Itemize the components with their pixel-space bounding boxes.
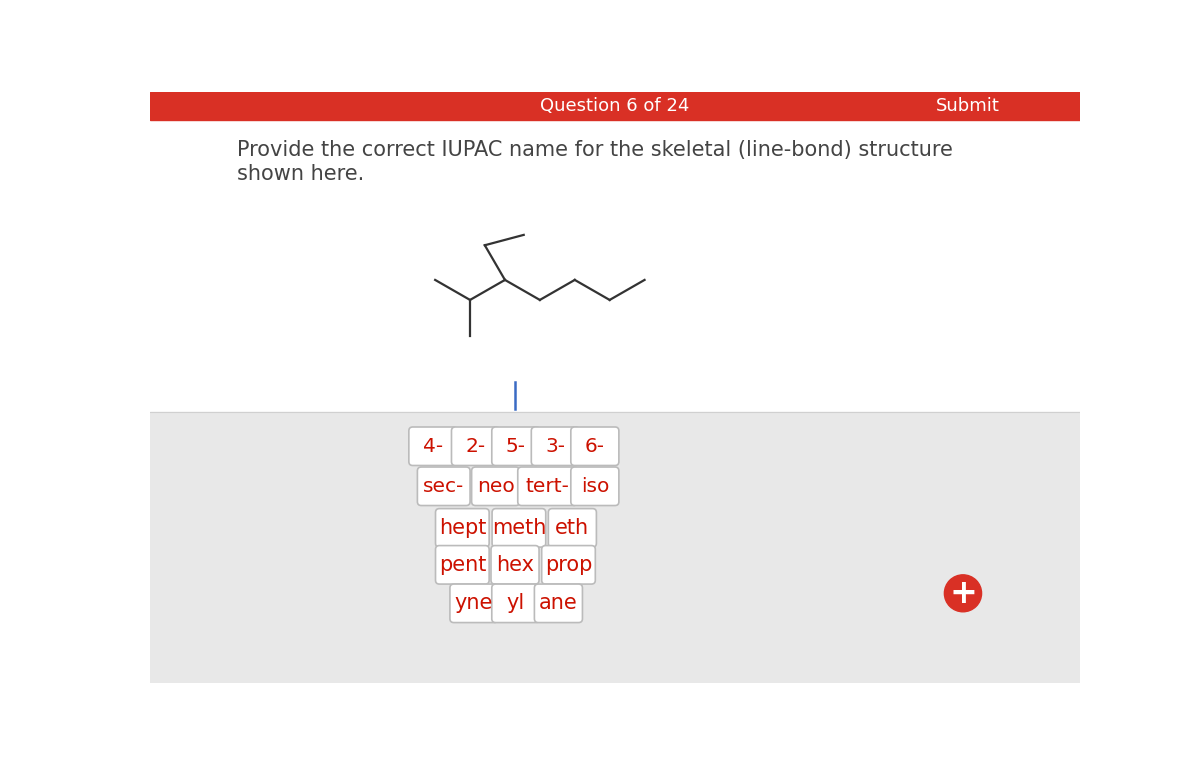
Text: yne: yne bbox=[455, 594, 493, 614]
Text: Submit: Submit bbox=[936, 97, 1000, 115]
Text: hex: hex bbox=[496, 555, 534, 574]
Text: iso: iso bbox=[581, 477, 610, 495]
Text: 6-: 6- bbox=[584, 436, 605, 456]
Text: shown here.: shown here. bbox=[236, 163, 364, 183]
Text: +: + bbox=[949, 577, 977, 610]
FancyBboxPatch shape bbox=[492, 509, 546, 547]
Text: yl: yl bbox=[506, 594, 524, 614]
FancyBboxPatch shape bbox=[409, 427, 457, 466]
FancyBboxPatch shape bbox=[492, 427, 540, 466]
Text: Question 6 of 24: Question 6 of 24 bbox=[540, 97, 690, 115]
Text: meth: meth bbox=[492, 518, 546, 538]
Bar bbox=[150, 120, 1080, 412]
FancyBboxPatch shape bbox=[450, 584, 498, 623]
Text: hept: hept bbox=[439, 518, 486, 538]
FancyBboxPatch shape bbox=[436, 509, 490, 547]
Text: sec-: sec- bbox=[424, 477, 464, 495]
FancyBboxPatch shape bbox=[571, 427, 619, 466]
Bar bbox=[150, 412, 1080, 683]
Text: pent: pent bbox=[439, 555, 486, 574]
FancyBboxPatch shape bbox=[491, 545, 539, 584]
FancyBboxPatch shape bbox=[492, 584, 540, 623]
FancyBboxPatch shape bbox=[436, 545, 490, 584]
FancyBboxPatch shape bbox=[541, 545, 595, 584]
Text: neo: neo bbox=[476, 477, 515, 495]
FancyBboxPatch shape bbox=[548, 509, 596, 547]
FancyBboxPatch shape bbox=[517, 467, 577, 505]
Text: tert-: tert- bbox=[526, 477, 570, 495]
FancyBboxPatch shape bbox=[534, 584, 582, 623]
FancyBboxPatch shape bbox=[472, 467, 520, 505]
Text: 5-: 5- bbox=[506, 436, 526, 456]
FancyBboxPatch shape bbox=[418, 467, 470, 505]
Text: eth: eth bbox=[556, 518, 589, 538]
Text: ane: ane bbox=[539, 594, 578, 614]
Circle shape bbox=[944, 574, 982, 612]
Bar bbox=[150, 92, 1080, 120]
Text: 2-: 2- bbox=[466, 436, 486, 456]
Text: Provide the correct IUPAC name for the skeletal (line-bond) structure: Provide the correct IUPAC name for the s… bbox=[236, 140, 953, 160]
FancyBboxPatch shape bbox=[571, 467, 619, 505]
Text: prop: prop bbox=[545, 555, 592, 574]
FancyBboxPatch shape bbox=[451, 427, 499, 466]
Text: 3-: 3- bbox=[545, 436, 565, 456]
FancyBboxPatch shape bbox=[532, 427, 580, 466]
Text: 4-: 4- bbox=[422, 436, 443, 456]
